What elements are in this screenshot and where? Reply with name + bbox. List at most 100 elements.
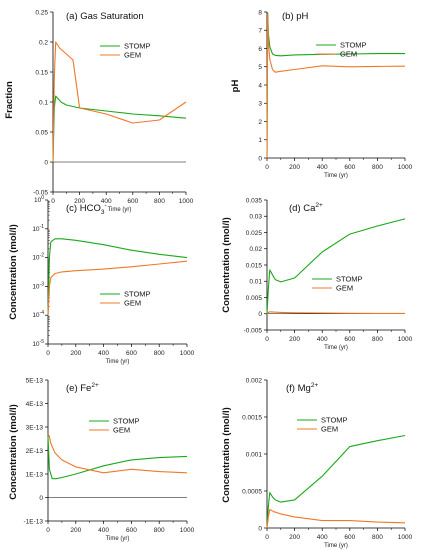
x-axis-label: Time (yr) bbox=[324, 543, 348, 549]
legend-label-stomp: STOMP bbox=[113, 417, 140, 426]
y-tick-label: 3 bbox=[258, 101, 262, 108]
y-tick-label: -0.005 bbox=[244, 327, 263, 334]
legend-label-stomp: STOMP bbox=[336, 275, 363, 284]
panel-title: (e) Fe2+ bbox=[66, 382, 99, 394]
x-tick-label: 1000 bbox=[180, 350, 195, 357]
x-tick-label: 0 bbox=[265, 164, 269, 171]
y-tick-label: 7 bbox=[258, 28, 262, 35]
panel-title: (d) Ca2+ bbox=[289, 202, 323, 214]
y-tick-label: 0.002 bbox=[246, 377, 263, 384]
x-tick-label: 200 bbox=[70, 350, 81, 357]
y-tick-label: 0 bbox=[258, 525, 262, 532]
series-line-gem bbox=[47, 433, 188, 474]
legend-label-stomp: STOMP bbox=[124, 42, 151, 51]
y-tick-label: 10-3 bbox=[32, 281, 44, 290]
x-tick-label: 0 bbox=[51, 198, 55, 205]
x-tick-label: 800 bbox=[372, 164, 383, 171]
y-tick-label: 2 bbox=[258, 119, 262, 126]
y-tick-label: -1E-13 bbox=[23, 518, 43, 525]
x-tick-label: 600 bbox=[127, 198, 138, 205]
series-line-stomp bbox=[47, 238, 188, 316]
y-tick-label: 0.15 bbox=[35, 69, 48, 76]
series-line-gem bbox=[266, 311, 405, 315]
x-tick-label: 400 bbox=[98, 527, 109, 534]
y-tick-label: 4E-13 bbox=[26, 401, 44, 408]
panel-title: (a) Gas Saturation bbox=[66, 11, 144, 22]
y-tick-label: 0 bbox=[258, 155, 262, 162]
series-line-stomp bbox=[266, 434, 406, 529]
x-tick-label: 800 bbox=[154, 198, 165, 205]
panel-2: 0 200 400 600 800 1000 0 1 2 3 4 5 6 7 8 (b) pH Time (yr… bbox=[230, 9, 413, 179]
y-tick-label: 0.025 bbox=[246, 230, 263, 237]
y-axis-label: Concentration (mol/l) bbox=[8, 224, 19, 320]
y-tick-label: 0.015 bbox=[246, 262, 263, 269]
x-tick-label: 200 bbox=[74, 198, 85, 205]
y-tick-label: 0.05 bbox=[35, 129, 48, 136]
x-tick-label: 0 bbox=[46, 350, 50, 357]
x-tick-label: 800 bbox=[372, 336, 383, 343]
panel-5: 0 200 400 600 800 1000-1E-1301E-132E-133E-134… bbox=[8, 377, 195, 542]
y-axis-label: Concentration (mol/l) bbox=[8, 404, 19, 500]
x-tick-label: 600 bbox=[126, 350, 137, 357]
y-tick-label: 3E-13 bbox=[26, 424, 44, 431]
x-tick-label: 0 bbox=[265, 534, 269, 541]
y-tick-label: 5 bbox=[258, 64, 262, 71]
y-axis-label: pH bbox=[230, 80, 241, 93]
x-tick-label: 1000 bbox=[398, 336, 413, 343]
y-tick-label: 2E-13 bbox=[26, 448, 44, 455]
y-tick-label: 0.035 bbox=[246, 197, 263, 204]
x-tick-label: 1000 bbox=[180, 527, 195, 534]
x-tick-label: 1000 bbox=[398, 164, 413, 171]
x-tick-label: 400 bbox=[98, 350, 109, 357]
legend-label-stomp: STOMP bbox=[340, 41, 367, 50]
x-tick-label: 0 bbox=[46, 527, 50, 534]
y-tick-label: 10-2 bbox=[32, 253, 44, 262]
x-tick-label: 600 bbox=[344, 164, 355, 171]
y-tick-label: 0.01 bbox=[249, 279, 262, 286]
legend-label-gem: GEM bbox=[340, 50, 357, 59]
y-axis-label: Concentration (mol/l) bbox=[221, 217, 232, 313]
series-line-stomp bbox=[52, 95, 187, 163]
y-tick-label: 1E-13 bbox=[26, 471, 44, 478]
series-line-gem bbox=[47, 260, 188, 316]
x-tick-label: 400 bbox=[317, 336, 328, 343]
legend-label-gem: GEM bbox=[124, 51, 141, 60]
x-tick-label: 800 bbox=[154, 527, 165, 534]
x-axis-label: Time (yr) bbox=[106, 359, 130, 365]
panel-1: 0 200 400 600 800 1000-0.0500.050.10.150.20.2… bbox=[4, 9, 194, 213]
legend-label-gem: GEM bbox=[124, 299, 141, 308]
y-tick-label: 0 bbox=[258, 311, 262, 318]
y-tick-label: 0.001 bbox=[246, 451, 263, 458]
x-tick-label: 400 bbox=[101, 198, 112, 205]
series-line-stomp bbox=[47, 436, 188, 480]
x-tick-label: 200 bbox=[289, 164, 300, 171]
x-axis-label: Time (yr) bbox=[108, 207, 132, 213]
y-tick-label: 10-5 bbox=[32, 339, 44, 348]
y-axis-label: Fraction bbox=[4, 81, 15, 119]
y-tick-label: 0.2 bbox=[39, 39, 48, 46]
series-line-gem bbox=[266, 508, 406, 529]
y-tick-label: 0.0005 bbox=[242, 488, 262, 495]
legend-label-gem: GEM bbox=[336, 284, 353, 293]
series-line-stomp bbox=[266, 218, 406, 314]
x-tick-label: 800 bbox=[154, 350, 165, 357]
panel-4: 0 200 400 600 800 1000-0.00500.0050.010.0150.… bbox=[221, 197, 413, 351]
y-tick-label: 0 bbox=[44, 159, 48, 166]
x-tick-label: 200 bbox=[289, 534, 300, 541]
y-tick-label: -0.05 bbox=[33, 189, 48, 196]
y-axis-label: Concentration (mol/l) bbox=[221, 407, 232, 503]
y-tick-label: 4 bbox=[258, 82, 262, 89]
panel-title: (b) pH bbox=[282, 11, 309, 22]
panel-title: (f) Mg2+ bbox=[286, 382, 318, 394]
panel-6: 0 200 400 600 800 1000 0 0.0005 0.001 0.0015 0.002… bbox=[221, 377, 413, 549]
x-tick-label: 200 bbox=[289, 336, 300, 343]
y-tick-label: 0 bbox=[39, 495, 43, 502]
x-axis-label: Time (yr) bbox=[324, 173, 348, 179]
y-tick-label: 100 bbox=[34, 195, 44, 204]
x-tick-label: 1000 bbox=[398, 534, 413, 541]
y-tick-label: 0.25 bbox=[35, 9, 48, 16]
x-tick-label: 400 bbox=[317, 534, 328, 541]
x-tick-label: 600 bbox=[126, 527, 137, 534]
x-axis-label: Time (yr) bbox=[324, 345, 348, 351]
